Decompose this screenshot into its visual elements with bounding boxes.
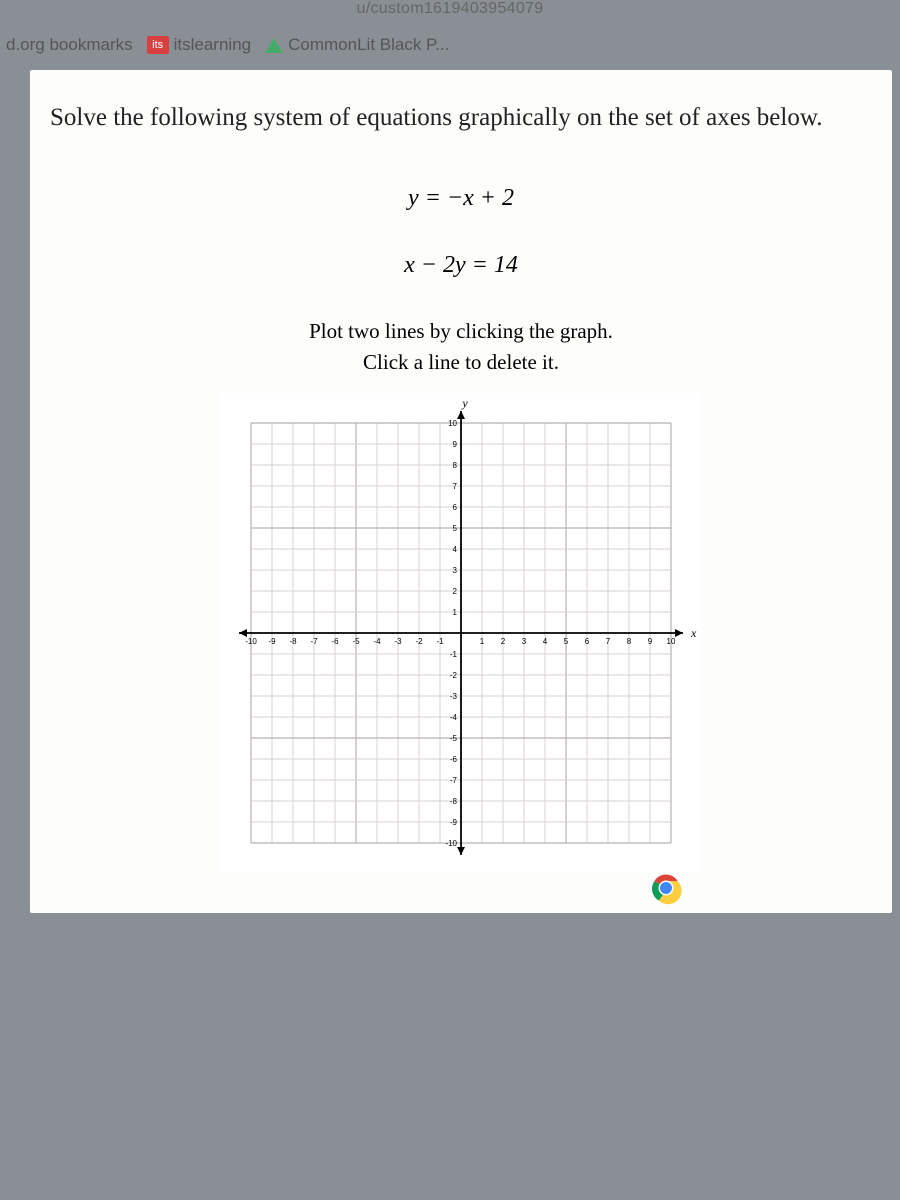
svg-text:-9: -9: [268, 637, 276, 646]
svg-text:3: 3: [522, 637, 527, 646]
svg-text:-4: -4: [450, 713, 458, 722]
svg-text:6: 6: [453, 503, 458, 512]
svg-text:-6: -6: [331, 637, 339, 646]
svg-text:9: 9: [453, 440, 458, 449]
svg-text:1: 1: [453, 608, 458, 617]
svg-text:4: 4: [543, 637, 548, 646]
equation-2: x − 2y = 14: [50, 252, 872, 279]
instruction-line1: Plot two lines by clicking the graph.: [50, 319, 872, 344]
problem-title: Solve the following system of equations …: [50, 100, 872, 135]
svg-text:-5: -5: [352, 637, 360, 646]
svg-text:8: 8: [627, 637, 632, 646]
svg-text:-2: -2: [415, 637, 423, 646]
svg-text:-3: -3: [394, 637, 402, 646]
svg-text:10: 10: [667, 637, 676, 646]
svg-text:-10: -10: [245, 637, 257, 646]
bookmark-itslearning[interactable]: its itslearning: [147, 35, 252, 55]
svg-text:-1: -1: [436, 637, 444, 646]
bookmark-label: CommonLit Black P...: [288, 35, 449, 55]
svg-text:7: 7: [606, 637, 611, 646]
its-icon: its: [147, 36, 169, 54]
graph-container: -10 -9 -8 -7 -6 -5 -4 -3 -2 -1 1 2 3 4 5 6 7 8 9 10 1 2 3 4 5 6 7 8…: [50, 393, 872, 873]
url-text: u/custom1619403954079: [357, 0, 544, 18]
svg-text:9: 9: [648, 637, 653, 646]
svg-text:-2: -2: [450, 671, 458, 680]
svg-text:-7: -7: [310, 637, 318, 646]
svg-text:-3: -3: [450, 692, 458, 701]
svg-text:4: 4: [453, 545, 458, 554]
svg-text:-1: -1: [450, 650, 458, 659]
address-bar: u/custom1619403954079: [0, 0, 900, 25]
svg-text:-5: -5: [450, 734, 458, 743]
svg-text:3: 3: [453, 566, 458, 575]
svg-text:-4: -4: [373, 637, 381, 646]
svg-text:5: 5: [564, 637, 569, 646]
bookmark-label: d.org bookmarks: [6, 35, 133, 55]
svg-text:7: 7: [453, 482, 458, 491]
svg-text:y: y: [461, 396, 468, 410]
bookmarks-bar: d.org bookmarks its itslearning CommonLi…: [0, 25, 900, 65]
svg-text:6: 6: [585, 637, 590, 646]
svg-text:-10: -10: [445, 839, 457, 848]
svg-text:x: x: [690, 626, 697, 640]
equation-1: y = −x + 2: [50, 185, 872, 212]
bookmark-commonlit[interactable]: CommonLit Black P...: [265, 35, 449, 55]
svg-text:-7: -7: [450, 776, 458, 785]
chrome-icon[interactable]: [648, 870, 684, 906]
svg-text:8: 8: [453, 461, 458, 470]
svg-text:1: 1: [480, 637, 485, 646]
bookmark-label: itslearning: [174, 35, 252, 55]
coordinate-graph[interactable]: -10 -9 -8 -7 -6 -5 -4 -3 -2 -1 1 2 3 4 5 6 7 8 9 10 1 2 3 4 5 6 7 8…: [221, 393, 701, 873]
svg-text:-6: -6: [450, 755, 458, 764]
instruction-line2: Click a line to delete it.: [50, 350, 872, 375]
bookmark-dorg[interactable]: d.org bookmarks: [6, 35, 133, 55]
svg-text:2: 2: [453, 587, 458, 596]
svg-text:10: 10: [448, 419, 457, 428]
content-panel: Solve the following system of equations …: [30, 70, 892, 913]
svg-text:-8: -8: [450, 797, 458, 806]
svg-text:5: 5: [453, 524, 458, 533]
triangle-icon: [265, 38, 283, 53]
svg-text:-8: -8: [289, 637, 297, 646]
svg-text:-9: -9: [450, 818, 458, 827]
svg-text:2: 2: [501, 637, 506, 646]
